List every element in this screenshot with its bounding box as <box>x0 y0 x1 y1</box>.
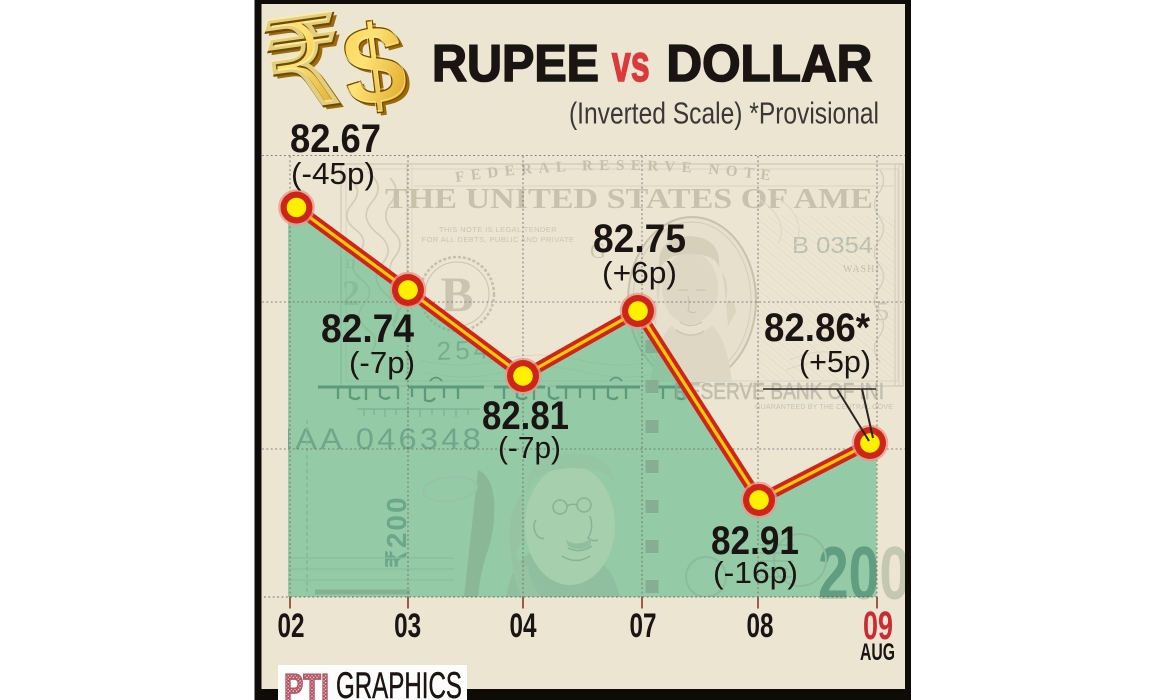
svg-text:₹: ₹ <box>256 0 351 136</box>
svg-text:09: 09 <box>863 604 893 648</box>
svg-text:82.86*: 82.86* <box>764 306 870 350</box>
svg-text:GRAPHICS: GRAPHICS <box>336 665 462 700</box>
svg-text:(Inverted Scale) *Provisional: (Inverted Scale) *Provisional <box>569 96 879 131</box>
svg-text:82.74: 82.74 <box>321 307 415 351</box>
svg-text:(-45p): (-45p) <box>291 156 375 191</box>
svg-text:₹200: ₹200 <box>381 495 412 568</box>
svg-text:G: G <box>590 238 606 263</box>
svg-text:08: 08 <box>747 607 774 645</box>
svg-text:07: 07 <box>630 607 657 645</box>
svg-text:(+5p): (+5p) <box>799 344 871 379</box>
svg-text:(-16p): (-16p) <box>713 555 798 590</box>
svg-text:82.91: 82.91 <box>711 519 799 563</box>
svg-text:03: 03 <box>394 607 421 645</box>
svg-text:RUPEE: RUPEE <box>432 35 599 93</box>
svg-text:₹: ₹ <box>261 0 356 140</box>
svg-text:AUG: AUG <box>860 639 895 666</box>
svg-text:PTI: PTI <box>284 665 329 700</box>
svg-text:THE UNITED STATES OF AME: THE UNITED STATES OF AME <box>385 184 873 215</box>
svg-text:FOR ALL DEBTS, PUBLIC AND PRIV: FOR ALL DEBTS, PUBLIC AND PRIVATE <box>422 235 575 244</box>
svg-text:82.67: 82.67 <box>290 117 381 161</box>
svg-text:82.75: 82.75 <box>593 217 686 261</box>
svg-text:82.81: 82.81 <box>482 394 569 438</box>
svg-text:₹: ₹ <box>258 0 353 138</box>
svg-text:(-7p): (-7p) <box>349 345 415 380</box>
svg-text:IAA 046348: IAA 046348 <box>283 423 484 456</box>
svg-text:THIS NOTE IS LEGAL TENDER: THIS NOTE IS LEGAL TENDER <box>439 225 557 234</box>
svg-text:$: $ <box>334 0 412 130</box>
svg-text:GUARANTEED BY THE CENTRAL GOVE: GUARANTEED BY THE CENTRAL GOVE <box>755 404 893 411</box>
svg-text:02: 02 <box>278 607 305 645</box>
svg-text:DOLLAR: DOLLAR <box>666 35 872 93</box>
svg-text:RESERVE BANK OF INI: RESERVE BANK OF INI <box>674 378 884 404</box>
svg-text:04: 04 <box>510 607 537 645</box>
svg-text:(-7p): (-7p) <box>498 430 561 465</box>
svg-text:$: $ <box>339 2 417 135</box>
svg-text:(+6p): (+6p) <box>602 255 677 290</box>
svg-text:vs: vs <box>612 35 650 93</box>
svg-text:200: 200 <box>818 531 910 615</box>
